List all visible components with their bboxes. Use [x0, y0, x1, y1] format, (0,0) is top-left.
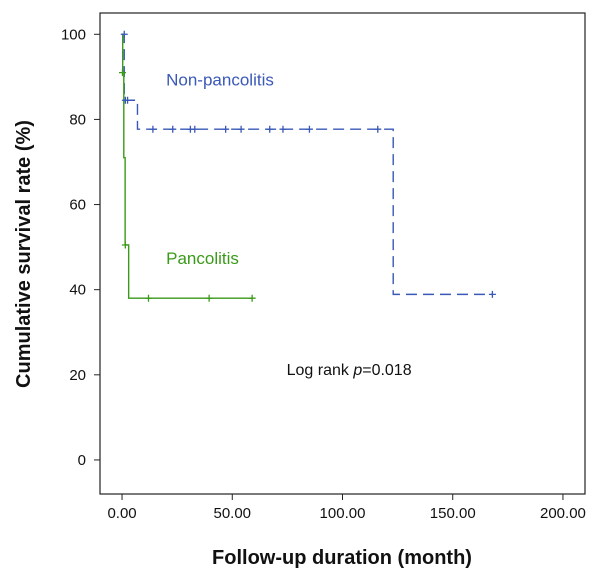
non-pancolitis-censor-mark — [124, 96, 132, 104]
non-pancolitis-label: Non-pancolitis — [166, 70, 274, 89]
log-rank-annotation: Log rank p=0.018 — [287, 362, 412, 379]
non-pancolitis-censor-mark — [266, 125, 274, 133]
pancolitis-label: Pancolitis — [166, 249, 239, 268]
x-tick-label: 150.00 — [430, 505, 476, 522]
pancolitis-censor-mark — [248, 294, 256, 302]
non-pancolitis-censor-mark — [374, 125, 382, 133]
non-pancolitis-censor-mark — [305, 125, 313, 133]
non-pancolitis-censor-mark — [237, 125, 245, 133]
pancolitis-censor-mark — [205, 294, 213, 302]
pancolitis-censor-mark — [118, 69, 126, 77]
y-tick-label: 20 — [69, 367, 86, 384]
non-pancolitis-censor-mark — [191, 125, 199, 133]
series-lines — [122, 33, 493, 299]
series-labels: Non-pancolitis Pancolitis — [166, 70, 274, 268]
x-axis-title: Follow-up duration (month) — [212, 547, 472, 569]
pancolitis-line — [122, 33, 253, 299]
non-pancolitis-censor-mark — [279, 125, 287, 133]
non-pancolitis-censor-mark — [222, 125, 230, 133]
y-axis-title: Cumulative survival rate (%) — [13, 120, 35, 388]
x-tick-label: 100.00 — [320, 505, 366, 522]
annotation-prefix: Log rank — [287, 362, 354, 379]
non-pancolitis-censor-mark — [488, 290, 496, 298]
y-tick-label: 80 — [69, 111, 86, 128]
non-pancolitis-line — [122, 33, 493, 296]
x-tick-label: 0.00 — [107, 505, 136, 522]
x-tick-label: 200.00 — [540, 505, 586, 522]
non-pancolitis-censor-mark — [120, 30, 128, 38]
annotation-value: =0.018 — [362, 362, 411, 379]
y-tick-label: 60 — [69, 197, 86, 214]
pancolitis-censor-mark — [121, 241, 129, 249]
y-tick-label: 0 — [78, 452, 86, 469]
x-tick-label: 50.00 — [213, 505, 251, 522]
pancolitis-censor-mark — [145, 294, 152, 302]
non-pancolitis-censor-mark — [149, 125, 157, 133]
axis-ticks: 0.00 50.00 100.00 150.00 200.00 0 20 40 60 80 100 — [61, 26, 586, 522]
y-tick-label: 40 — [69, 282, 86, 299]
y-tick-label: 100 — [61, 26, 86, 43]
censor-marks — [118, 30, 496, 302]
annotation-p: p — [352, 362, 362, 379]
non-pancolitis-censor-mark — [169, 125, 177, 133]
